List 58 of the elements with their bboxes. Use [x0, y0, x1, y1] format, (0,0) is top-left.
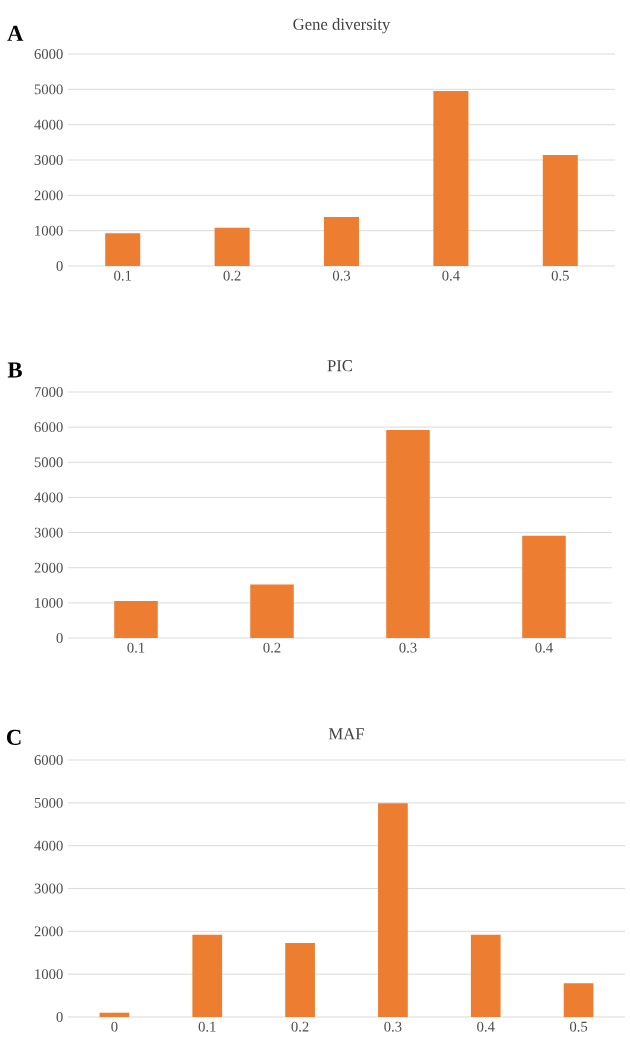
y-tick-label: 6000 [34, 755, 63, 765]
x-tick-label: 0 [111, 1021, 118, 1032]
x-tick-label: 0.2 [291, 1021, 309, 1032]
bar [433, 91, 469, 266]
x-tick-label: 0.1 [114, 270, 131, 281]
y-tick-label: 5000 [34, 84, 63, 95]
y-tick-label: 7000 [34, 387, 63, 397]
chart-title: PIC [327, 360, 353, 372]
x-tick-label: 0.2 [263, 642, 281, 653]
y-tick-label: 2000 [34, 190, 63, 201]
y-tick-label: 1000 [35, 225, 63, 236]
y-tick-label: 4000 [34, 119, 63, 130]
bar [250, 584, 294, 638]
x-tick-label: 0.5 [551, 270, 569, 281]
chart-title: MAF [328, 728, 364, 740]
y-tick-label: 2000 [34, 926, 63, 937]
x-tick-label: 0.3 [399, 642, 417, 653]
y-tick-label: 5000 [34, 457, 63, 468]
x-tick-label: 0.2 [223, 270, 241, 281]
y-tick-label: 1000 [35, 969, 63, 980]
bar [192, 934, 223, 1017]
chart-title: Gene diversity [293, 18, 391, 34]
y-tick-label: 0 [56, 261, 63, 271]
y-tick-label: 3000 [34, 527, 63, 538]
x-tick-label: 0.4 [535, 642, 553, 653]
bar [470, 934, 501, 1017]
text: C [6, 729, 21, 746]
bar [114, 601, 158, 638]
bar [214, 227, 250, 266]
bar [323, 216, 359, 266]
x-tick-label: 0.1 [198, 1021, 216, 1032]
y-tick-label: 2000 [34, 562, 63, 573]
x-tick-label: 0.3 [332, 270, 351, 281]
y-tick-label: 3000 [34, 155, 63, 165]
y-tick-label: 3000 [34, 883, 63, 894]
x-tick-label: 0.4 [477, 1021, 495, 1032]
y-tick-label: 4000 [34, 492, 63, 503]
bar [99, 1012, 130, 1017]
x-tick-label: 0.3 [384, 1021, 402, 1032]
y-tick-label: 6000 [34, 422, 63, 433]
y-tick-label: 0 [56, 633, 63, 643]
bar [285, 942, 315, 1017]
bar [563, 983, 594, 1017]
y-tick-label: 6000 [34, 49, 63, 59]
bar [105, 233, 141, 266]
y-tick-label: 5000 [34, 797, 63, 808]
x-tick-label: 0.4 [442, 270, 460, 281]
bar [386, 429, 430, 638]
bar [378, 803, 408, 1017]
x-tick-label: 0.5 [569, 1021, 588, 1032]
bar [542, 155, 578, 266]
text: A [7, 25, 24, 41]
bar [522, 535, 566, 638]
text: B [7, 362, 22, 378]
y-tick-label: 0 [56, 1012, 63, 1022]
y-tick-label: 1000 [35, 597, 63, 608]
x-tick-label: 0.1 [127, 642, 145, 653]
y-tick-label: 4000 [34, 840, 63, 851]
